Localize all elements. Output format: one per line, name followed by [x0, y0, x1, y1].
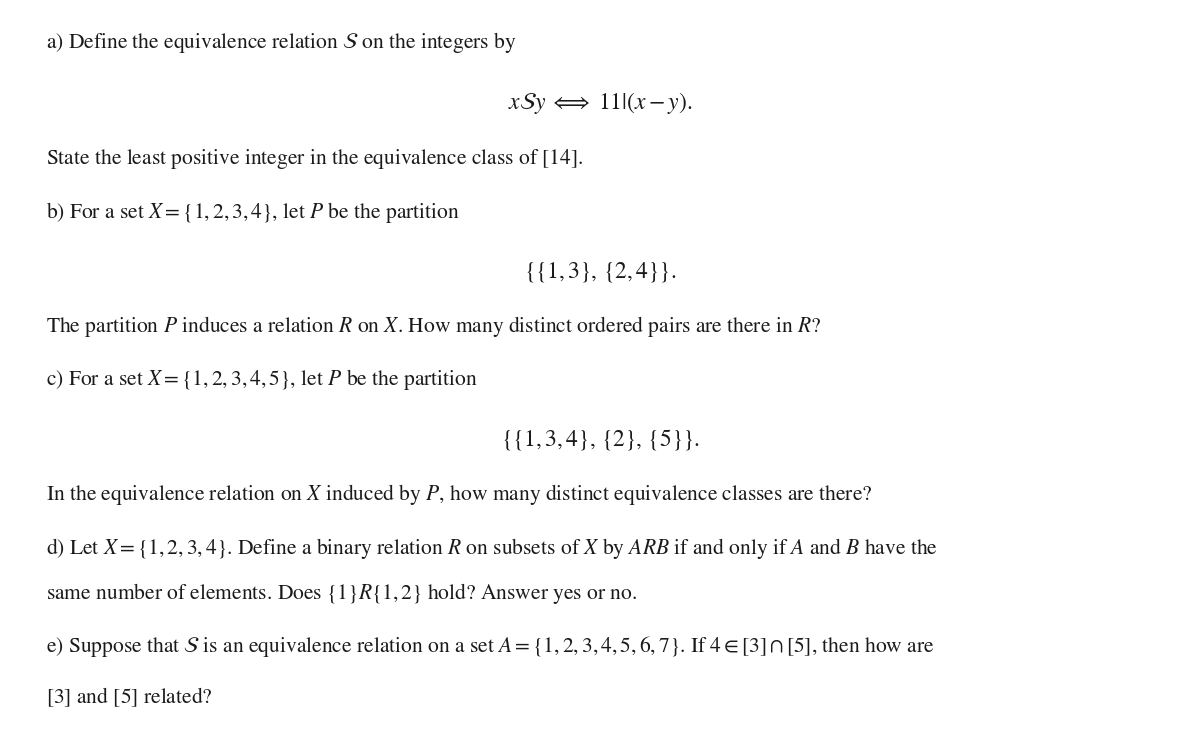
Text: In the equivalence relation on $X$ induced by $P$, how many distinct equivalence: In the equivalence relation on $X$ induc… [46, 482, 872, 507]
Text: d) Let $X = \{1, 2, 3, 4\}$. Define a binary relation $R$ on subsets of $X$ by $: d) Let $X = \{1, 2, 3, 4\}$. Define a bi… [46, 536, 937, 561]
Text: same number of elements. Does $\{1\}R\{1, 2\}$ hold? Answer yes or no.: same number of elements. Does $\{1\}R\{1… [46, 581, 637, 606]
Text: The partition $P$ induces a relation $R$ on $X$. How many distinct ordered pairs: The partition $P$ induces a relation $R$… [46, 314, 821, 339]
Text: a) Define the equivalence relation $\mathcal{S}$ on the integers by: a) Define the equivalence relation $\mat… [46, 30, 516, 55]
Text: $\{\{1, 3\},\, \{2, 4\}\}.$: $\{\{1, 3\},\, \{2, 4\}\}.$ [524, 260, 676, 284]
Text: c) For a set $X = \{1, 2, 3, 4, 5\}$, let $P$ be the partition: c) For a set $X = \{1, 2, 3, 4, 5\}$, le… [46, 367, 478, 392]
Text: $[3]$ and $[5]$ related?: $[3]$ and $[5]$ related? [46, 685, 212, 709]
Text: b) For a set $X = \{1, 2, 3, 4\}$, let $P$ be the partition: b) For a set $X = \{1, 2, 3, 4\}$, let $… [46, 200, 460, 224]
Text: e) Suppose that $\mathcal{S}$ is an equivalence relation on a set $A = \{1, 2, 3: e) Suppose that $\mathcal{S}$ is an equi… [46, 634, 934, 659]
Text: $\{\{1, 3, 4\},\, \{2\},\, \{5\}\}.$: $\{\{1, 3, 4\},\, \{2\},\, \{5\}\}.$ [500, 427, 700, 452]
Text: State the least positive integer in the equivalence class of $[14]$.: State the least positive integer in the … [46, 147, 583, 171]
Text: $x\mathcal{S}y \;\Longleftrightarrow\; 11|(x - y).$: $x\mathcal{S}y \;\Longleftrightarrow\; 1… [508, 90, 692, 117]
